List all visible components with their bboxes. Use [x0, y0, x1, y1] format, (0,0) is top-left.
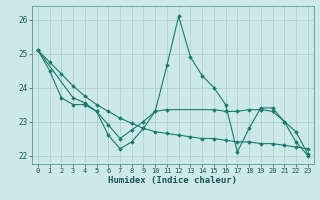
X-axis label: Humidex (Indice chaleur): Humidex (Indice chaleur) [108, 176, 237, 185]
